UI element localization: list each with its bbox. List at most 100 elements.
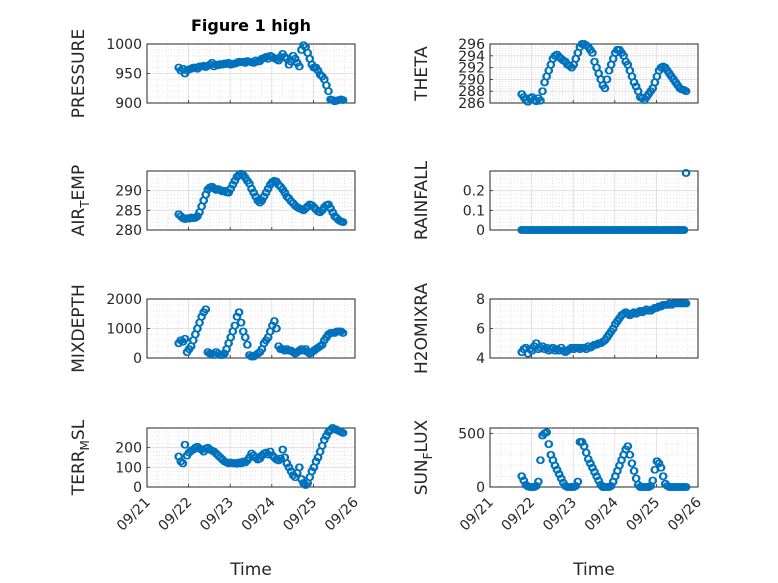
data-point (584, 455, 593, 463)
data-point (655, 459, 664, 468)
data-point (262, 188, 271, 197)
axes-box (146, 43, 356, 104)
series-markers (517, 40, 691, 106)
x-tick-label: 09/26 (322, 494, 362, 534)
x-tick-label: 09/21 (457, 495, 497, 535)
y-tick-label: 285 (115, 203, 142, 219)
data-point (624, 442, 633, 451)
data-point (291, 54, 300, 63)
data-point (181, 440, 190, 449)
data-point (589, 463, 597, 472)
data-point (308, 467, 317, 476)
data-point (539, 87, 547, 96)
data-point (325, 200, 333, 209)
y-tick-label: 950 (115, 67, 142, 83)
data-point (235, 308, 244, 317)
data-point (175, 452, 184, 461)
axes-box (489, 298, 699, 359)
data-point (543, 428, 552, 437)
x-tick-label: 09/26 (665, 494, 705, 534)
data-point (244, 340, 252, 349)
y-label-part: AIR (69, 208, 89, 237)
y-axis-label: AIRTEMP (69, 165, 92, 236)
data-point (227, 184, 236, 193)
y-axis-label: PRESSURE (69, 29, 89, 118)
x-tick-label: 09/25 (623, 495, 663, 535)
axes-box (146, 427, 356, 488)
y-axis-label: RAINFALL (412, 160, 432, 240)
y-label-part: EMP (69, 165, 89, 201)
data-point (233, 312, 242, 321)
data-point (680, 226, 689, 234)
panel-pressure: 900 950 1000 PRESSURE (69, 29, 356, 118)
data-point (192, 213, 200, 222)
y-tick-label: 294 (458, 49, 485, 65)
panel-mixdepth: 0 1000 2000 MIXDEPTH (69, 284, 356, 373)
x-tick-label: 09/24 (239, 494, 279, 534)
data-point (221, 349, 229, 358)
y-tick-label: 1000 (106, 37, 142, 53)
data-point (545, 440, 554, 448)
data-point (682, 483, 691, 491)
panel-terr_msl: 0 100 200 09/21 09/22 09/23 09/24 09/25 09/26 TER… (69, 419, 362, 534)
x-tick-label: 09/22 (156, 495, 196, 535)
series-markers (517, 299, 691, 358)
y-axis-label: H2OMIXRA (412, 283, 432, 374)
y-label-part: LUX (412, 419, 432, 452)
data-point (314, 66, 323, 75)
data-point (320, 435, 329, 444)
data-point (518, 472, 527, 481)
data-point (181, 334, 190, 343)
data-point (258, 196, 267, 205)
data-point (607, 482, 616, 490)
data-point (520, 476, 529, 485)
data-point (628, 459, 637, 468)
x-tick-label: 09/21 (114, 495, 154, 535)
data-point (609, 324, 618, 333)
data-point (626, 450, 635, 459)
data-point (250, 188, 258, 197)
data-point (532, 482, 541, 490)
y-tick-label: 0.1 (463, 203, 485, 219)
y-tick-label: 4 (476, 351, 485, 367)
data-point (657, 463, 666, 472)
y-label-part: SUN (412, 459, 432, 495)
y-tick-label: 100 (115, 460, 142, 476)
data-point (339, 218, 348, 226)
y-tick-label: 280 (115, 223, 142, 239)
data-point (231, 176, 240, 185)
series-markers (517, 169, 691, 234)
data-point (327, 204, 335, 213)
data-point (557, 474, 566, 483)
data-point (593, 472, 601, 481)
data-point (179, 459, 188, 468)
data-point (285, 463, 294, 472)
y-axis-label: SUNFLUX (412, 419, 435, 495)
data-point (271, 317, 279, 325)
data-point (312, 457, 321, 466)
y-tick-label: 0 (476, 480, 485, 496)
data-point (323, 432, 331, 440)
y-tick-label: 500 (458, 426, 485, 442)
data-point (260, 192, 269, 201)
y-tick-label: 0 (133, 351, 142, 367)
data-point (296, 463, 304, 472)
data-point (632, 82, 641, 91)
data-point (237, 318, 246, 327)
series-markers (517, 428, 691, 491)
y-tick-label: 2000 (106, 292, 142, 308)
y-tick-label: 900 (115, 96, 142, 112)
data-point (537, 456, 545, 465)
data-point (279, 445, 288, 454)
data-point (659, 472, 668, 481)
data-point (630, 78, 639, 87)
y-axis-label: MIXDEPTH (69, 284, 89, 373)
x-tick-label: 09/23 (197, 495, 237, 535)
y-tick-label: 200 (115, 441, 142, 457)
data-point (198, 312, 206, 321)
x-tick-label: 09/24 (582, 494, 622, 534)
y-axis-label: TERRMSL (69, 419, 92, 496)
x-tick-label: 09/25 (280, 495, 320, 535)
data-point (339, 329, 348, 337)
